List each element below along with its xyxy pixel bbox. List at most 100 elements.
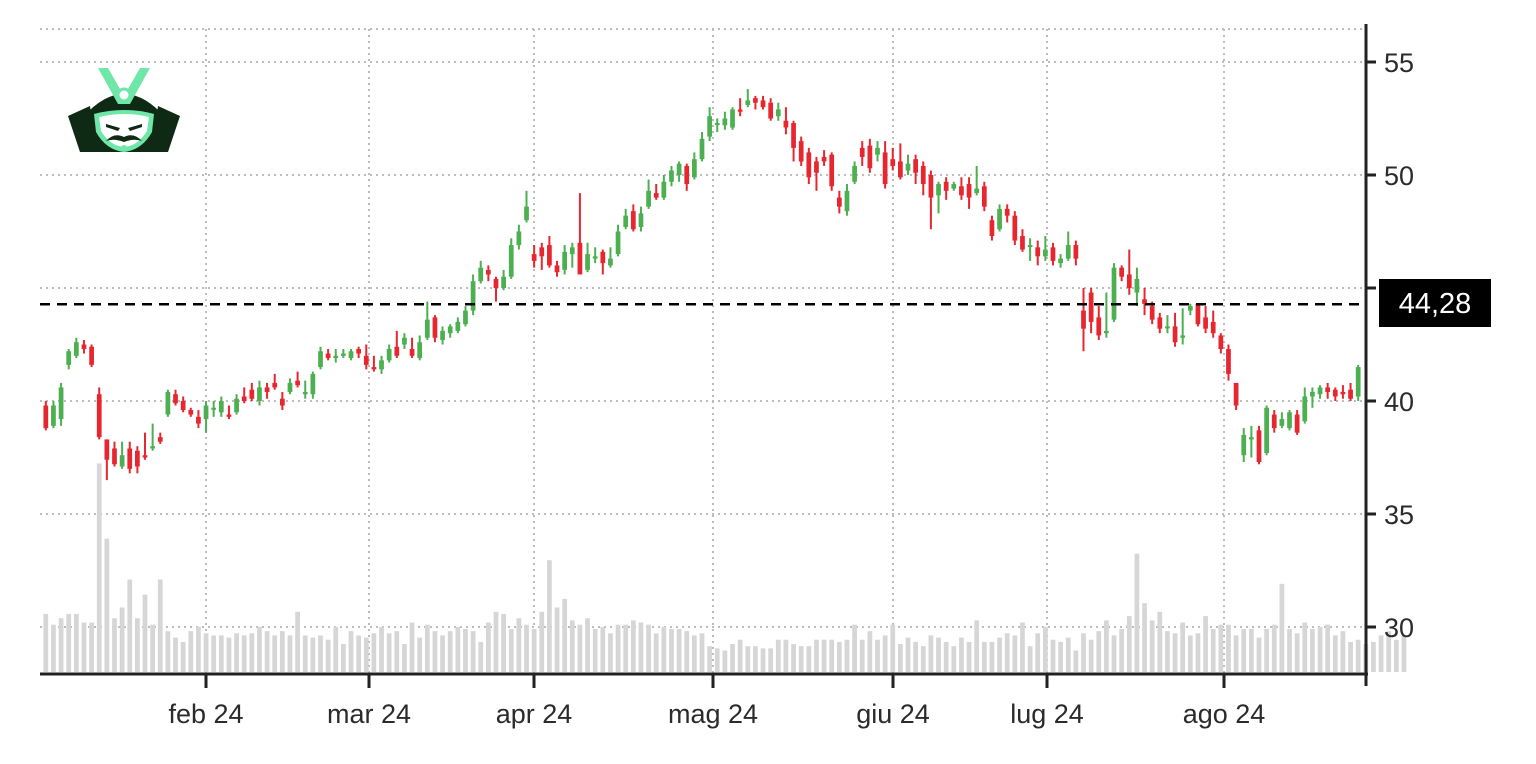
y-tick-label: 50 (1384, 161, 1414, 191)
volume-bar (852, 624, 857, 672)
volume-bar (66, 613, 72, 672)
candle-up (402, 333, 407, 350)
candle-down (96, 387, 102, 440)
volume-bar (1149, 620, 1155, 672)
volume-bar (1058, 641, 1063, 672)
volume-bar (203, 633, 209, 672)
volume-bar (714, 648, 720, 672)
volume-bar (1310, 629, 1315, 672)
candle-up (302, 380, 308, 399)
candle-down (806, 147, 812, 185)
candle-down (547, 236, 552, 268)
candle-down (112, 441, 117, 467)
volume-bar (341, 644, 346, 672)
volume-bar (547, 560, 552, 672)
candle-down (1020, 229, 1025, 252)
volume-bar (1378, 635, 1384, 672)
candle-down (600, 249, 606, 275)
candle-up (287, 378, 293, 395)
candle-up (905, 154, 911, 175)
candle-up (1111, 263, 1117, 322)
volume-bar (875, 639, 880, 672)
volume-bar (135, 618, 140, 672)
candle-down (928, 170, 934, 230)
candle-up (447, 324, 453, 338)
last-price-badge: 44,28 (1379, 279, 1491, 327)
candle-down (43, 401, 49, 431)
candle-up (257, 380, 262, 406)
volume-bar (348, 631, 354, 672)
candle-up (341, 349, 346, 359)
candle-down (737, 98, 743, 117)
volume-bar (1233, 635, 1239, 672)
volume-bar (1241, 629, 1247, 672)
candle-up (1302, 387, 1308, 424)
candle-down (1256, 425, 1262, 465)
candle-down (783, 107, 789, 135)
candle-down (531, 245, 537, 268)
volume-bar (760, 648, 766, 672)
candle-down (142, 432, 148, 460)
candle-up (997, 204, 1002, 232)
volume-bar (1165, 631, 1170, 672)
volume-bar (1042, 626, 1048, 672)
volume-bar (608, 633, 613, 672)
volume-bar (1157, 611, 1163, 672)
candle-up (348, 349, 354, 361)
x-tick-label: lug 24 (1010, 699, 1084, 729)
volume-bar (417, 637, 423, 672)
volume-bar (539, 611, 545, 672)
candle-down (1035, 240, 1041, 266)
volume-bar (1104, 620, 1109, 672)
candle-down (394, 330, 400, 359)
candle-down (188, 407, 194, 417)
candle-up (669, 165, 674, 187)
candle-down (104, 439, 110, 481)
candle-up (951, 181, 957, 191)
candle-up (417, 335, 423, 361)
candle-up (615, 224, 621, 257)
volume-bar (630, 620, 636, 672)
volume-bar (432, 631, 438, 672)
volume-bar (844, 639, 850, 672)
candle-up (569, 242, 575, 268)
volume-bar (646, 624, 651, 672)
volume-bar (455, 626, 461, 672)
volume-bar (257, 626, 262, 672)
candle-down (981, 181, 987, 212)
candle-down (791, 120, 796, 162)
volume-bar (920, 646, 926, 672)
volume-bar (295, 611, 300, 672)
volume-bar (928, 635, 934, 672)
candle-down (180, 396, 186, 413)
volume-bar (653, 633, 659, 672)
candle-down (920, 161, 926, 196)
candle-up (699, 132, 705, 162)
volume-bar (1248, 629, 1254, 672)
y-tick-label: 40 (1384, 387, 1414, 417)
candle-down (539, 242, 545, 270)
candle-down (279, 391, 285, 411)
volume-bar (73, 613, 79, 672)
volume-bar (363, 637, 369, 672)
candle-up (1241, 428, 1247, 463)
volume-bar (638, 622, 644, 672)
volume-bar (669, 629, 674, 672)
volume-bar (836, 641, 842, 672)
volume-bar (1096, 631, 1102, 672)
volume-bar (829, 639, 835, 672)
candle-down (1294, 410, 1300, 435)
volume-bar (768, 648, 774, 672)
volume-bar (1393, 639, 1399, 672)
candle-up (508, 238, 514, 279)
volume-bar (43, 613, 49, 672)
candle-down (943, 177, 949, 200)
candle-down (753, 95, 758, 110)
candle-up (936, 181, 941, 214)
price-candles (43, 89, 1361, 481)
volume-bar (692, 635, 697, 672)
candle-up (478, 260, 484, 284)
volume-bar (485, 622, 491, 672)
volume-bar (524, 624, 529, 672)
candle-up (585, 242, 590, 273)
